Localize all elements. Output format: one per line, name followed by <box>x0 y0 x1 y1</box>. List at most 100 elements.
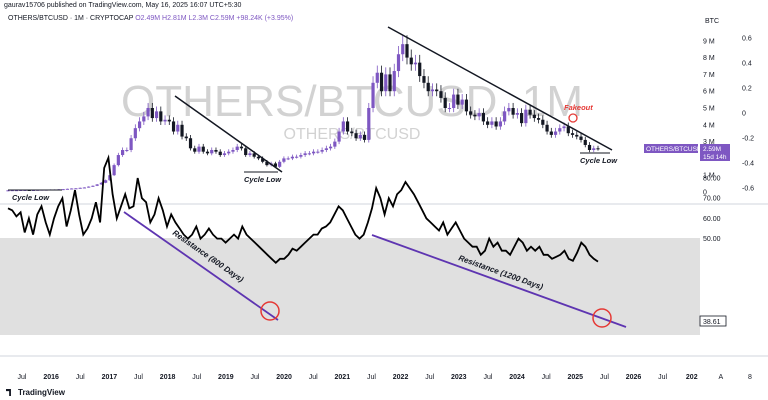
time-axis-label: Jul <box>18 374 27 381</box>
time-axis-label: 2023 <box>451 374 467 381</box>
symbol-header: OTHERS/BTCUSD · 1M · CRYPTOCAP O2.49M H2… <box>8 15 293 22</box>
candle <box>299 152 303 159</box>
candle <box>87 186 91 188</box>
candle <box>104 179 108 184</box>
candle <box>528 104 532 119</box>
candle <box>214 147 218 154</box>
candle <box>316 149 320 154</box>
candle <box>171 117 176 135</box>
candle <box>218 149 222 157</box>
candle <box>341 117 345 135</box>
candle <box>401 35 405 62</box>
ohlc-readout: O2.49M H2.81M L2.3M C2.59M <box>135 15 235 22</box>
trendline-2018 <box>174 95 283 173</box>
candle <box>324 145 328 153</box>
oscillator-axis-label: 80.00 <box>703 176 721 183</box>
time-axis-label: Jul <box>192 374 201 381</box>
candle <box>295 154 299 159</box>
candle <box>193 145 197 154</box>
candle <box>184 133 188 141</box>
cycle-low-marker-1: Cycle Low <box>8 189 62 202</box>
candle <box>137 117 142 132</box>
oscillator-axis-label: 70.00 <box>703 196 721 203</box>
candle <box>129 135 133 153</box>
oscillator-line <box>7 154 599 265</box>
candle <box>358 131 362 141</box>
candle <box>150 102 154 122</box>
candle <box>222 151 227 157</box>
time-axis-label: 202 <box>686 374 698 381</box>
price-axis-label: 9 M <box>703 38 715 45</box>
candle <box>413 54 418 71</box>
tradingview-logo[interactable]: TradingView <box>6 388 65 397</box>
candle <box>541 115 545 129</box>
tradingview-logo-text: TradingView <box>18 388 65 397</box>
price-axis-label: 3 M <box>703 139 715 146</box>
candle <box>99 182 103 185</box>
price-axis-label: 6 M <box>703 89 715 96</box>
time-axis-label: Jul <box>425 374 434 381</box>
price-tag-countdown: 15d 14h <box>703 154 727 161</box>
candle <box>180 120 184 140</box>
candle <box>95 183 99 187</box>
oscillator-band <box>0 238 700 335</box>
candle <box>452 88 456 113</box>
time-axis-label: Jul <box>76 374 85 381</box>
candle <box>575 131 579 140</box>
candle <box>91 185 95 187</box>
candle <box>426 76 430 97</box>
right-axis-label: 0.2 <box>742 86 752 93</box>
candle <box>409 49 413 71</box>
cycle-low-marker-3: Cycle Low <box>580 152 618 165</box>
candle <box>558 124 562 135</box>
candle <box>248 151 252 157</box>
candle <box>587 142 592 153</box>
candle <box>388 67 392 97</box>
candle <box>197 143 201 154</box>
time-axis-label: 2016 <box>43 374 59 381</box>
candle <box>519 108 524 127</box>
time-axis-label: 2026 <box>626 374 642 381</box>
time-axis-label: 8 <box>748 374 752 381</box>
candle <box>320 147 324 154</box>
candle <box>154 106 159 122</box>
time-axis-label: A <box>719 374 724 381</box>
candle <box>473 110 477 121</box>
candlestick-series <box>6 35 600 192</box>
right-axis-label: -0.2 <box>742 136 754 143</box>
candle <box>278 159 282 169</box>
candle <box>146 102 150 121</box>
candle <box>447 102 452 113</box>
price-axis-label: 7 M <box>703 72 715 79</box>
candle <box>235 143 239 153</box>
candle <box>307 151 311 156</box>
candle <box>367 102 371 143</box>
time-axis-label: 2025 <box>567 374 583 381</box>
candle <box>532 110 536 122</box>
candle <box>511 102 515 119</box>
candle <box>579 133 583 143</box>
candle <box>82 187 87 189</box>
candle <box>477 108 481 121</box>
price-axis-unit: BTC <box>705 18 719 25</box>
candle <box>566 122 570 137</box>
price-axis-label: 5 M <box>703 106 715 113</box>
candle <box>244 145 248 157</box>
symbol-title[interactable]: OTHERS/BTCUSD · 1M · CRYPTOCAP <box>8 15 134 22</box>
change-readout: +98.24K (+3.95%) <box>236 15 294 22</box>
cycle-low-label-3: Cycle Low <box>580 156 618 165</box>
candle <box>205 149 210 156</box>
candle <box>303 151 307 157</box>
candle <box>392 63 396 97</box>
candle <box>481 108 485 125</box>
price-axis-label: 1 M <box>703 173 715 180</box>
time-axis-label: 2024 <box>509 374 525 381</box>
candle <box>490 117 494 129</box>
candle <box>456 88 460 110</box>
candle <box>61 188 65 191</box>
price-axis-label: 8 M <box>703 55 715 62</box>
watermark-title: OTHERS/BTCUSD, 1M <box>121 77 583 126</box>
breakout-circle-2 <box>592 308 612 328</box>
candle <box>362 131 367 143</box>
